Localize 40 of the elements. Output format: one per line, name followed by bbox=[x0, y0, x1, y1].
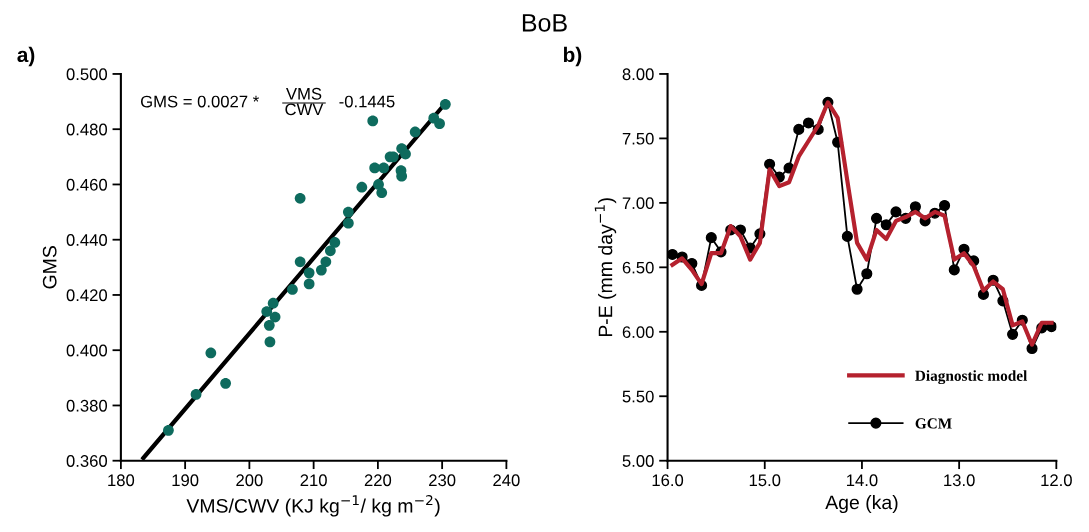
y-tick-label: 0.400 bbox=[66, 344, 108, 357]
y-tick-label: 6.00 bbox=[622, 326, 654, 338]
annotation: GMS = 0.0027 * bbox=[140, 95, 259, 108]
text: b) bbox=[563, 46, 582, 67]
legend-label: Diagnostic model bbox=[915, 370, 1028, 385]
y-tick-label: 0.440 bbox=[66, 234, 108, 246]
y-tick-label: 0.380 bbox=[66, 399, 108, 412]
x-tick-label: 210 bbox=[300, 474, 327, 487]
y-tick-label: 0.500 bbox=[66, 68, 108, 81]
annotation: -0.1445 bbox=[339, 95, 395, 108]
chart-title: BoB bbox=[522, 14, 567, 32]
annotation: VMS bbox=[286, 87, 322, 100]
y-axis-title: GMS bbox=[42, 246, 57, 289]
x-tick-label: 15.0 bbox=[749, 474, 781, 487]
x-tick-label: 16.0 bbox=[652, 474, 684, 487]
legend-label: GCM bbox=[915, 418, 952, 429]
x-tick-label: 220 bbox=[364, 474, 392, 487]
x-tick-label: 14.0 bbox=[847, 474, 878, 487]
y-tick-label: 7.00 bbox=[622, 197, 654, 210]
text: a) bbox=[17, 46, 35, 67]
annotation: CWV bbox=[285, 103, 324, 116]
x-tick-label: 240 bbox=[493, 474, 520, 487]
y-tick-label: 5.00 bbox=[622, 455, 654, 467]
y-tick-label: 0.420 bbox=[66, 289, 108, 302]
y-tick-label: 0.360 bbox=[66, 455, 108, 467]
x-axis-title: VMS/CWV (KJ kg$^{−1}$/ kg m$^{−2}$) bbox=[186, 495, 440, 517]
y-tick-label: 6.50 bbox=[622, 261, 654, 274]
x-tick-label: 200 bbox=[236, 474, 263, 487]
x-tick-label: 12.0 bbox=[1041, 474, 1072, 487]
x-axis-title: Age (ka) bbox=[825, 495, 898, 514]
y-tick-label: 0.460 bbox=[66, 178, 108, 191]
y-axis-title: P-E (mm day$^{−1}$) bbox=[594, 198, 617, 337]
y-tick-label: 0.480 bbox=[66, 123, 108, 136]
y-tick-label: 8.00 bbox=[622, 68, 654, 81]
x-tick-label: 13.0 bbox=[944, 474, 975, 487]
y-tick-label: 5.50 bbox=[622, 390, 654, 403]
x-tick-label: 180 bbox=[108, 474, 135, 487]
x-tick-label: 230 bbox=[429, 474, 456, 487]
x-tick-label: 190 bbox=[172, 474, 199, 487]
y-tick-label: 7.50 bbox=[622, 132, 654, 145]
